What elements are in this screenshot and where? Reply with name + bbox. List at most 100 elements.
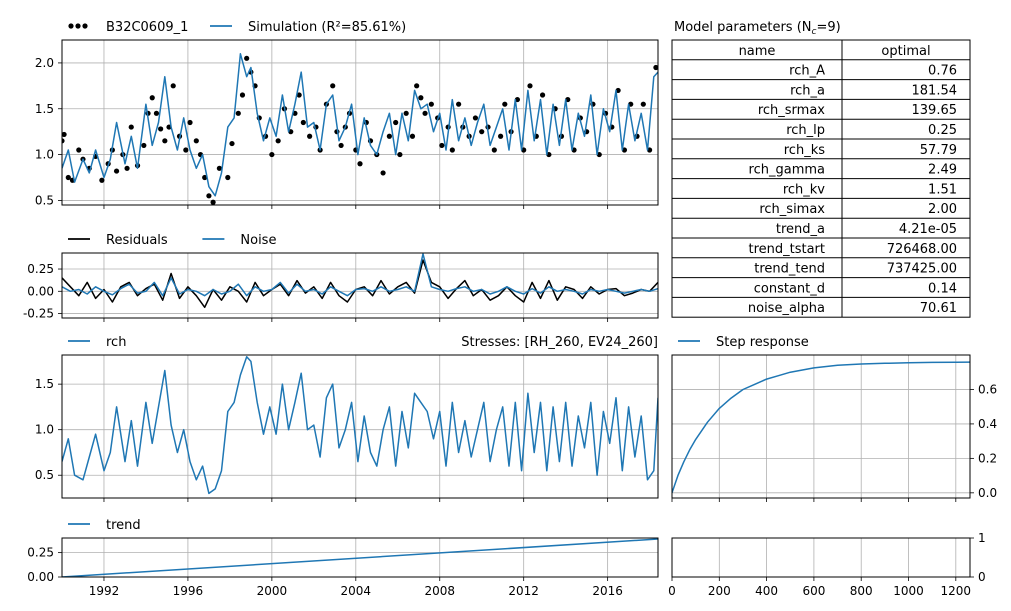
legend-marker <box>75 23 81 29</box>
trend-panel: 0.00 0.25 1992 1996 2000 2004 2008 2012 2016 tren… <box>27 518 659 598</box>
data-point <box>275 138 281 144</box>
data-point <box>216 165 222 171</box>
series-line-0 <box>672 361 970 494</box>
data-point <box>449 147 455 153</box>
y-tick-label: 0.0 <box>978 486 997 500</box>
data-point <box>403 110 409 116</box>
y-tick-label: 2.0 <box>35 56 54 70</box>
data-point <box>539 92 546 98</box>
y-tick-label: 0.25 <box>27 546 54 560</box>
data-point <box>380 170 386 176</box>
table-cell-name: constant_d <box>754 281 825 296</box>
rch-contribution-panel: 0.5 1.0 1.5 rch Stresses: [RH_260, EV24_260] <box>35 335 659 502</box>
y-tick-label: 1.0 <box>35 423 54 437</box>
table-cell-name: trend_tend <box>754 262 825 277</box>
series-group <box>672 361 970 494</box>
y-tick-label: 0.4 <box>978 417 997 431</box>
stresses-annotation: Stresses: [RH_260, EV24_260] <box>461 335 658 350</box>
data-point <box>472 115 479 121</box>
legend-label: trend <box>106 518 141 533</box>
table-cell-value: 2.49 <box>928 163 957 178</box>
table-cell-name: rch_kv <box>783 182 825 197</box>
data-point <box>418 95 424 101</box>
step-response-panel: 0.0 0.2 0.4 0.6 Step response <box>671 335 997 502</box>
table-cell-name: rch_simax <box>759 202 825 217</box>
data-point <box>235 110 241 116</box>
table-header-optimal: optimal <box>881 44 930 59</box>
series-line-1 <box>62 253 658 297</box>
series-line-0 <box>62 259 658 309</box>
table-cell-name: rch_a <box>790 83 825 98</box>
y-tick-label: 0.5 <box>35 468 54 482</box>
axes-frame <box>671 354 971 499</box>
data-point <box>386 133 392 139</box>
legend-label: Residuals <box>106 233 168 248</box>
table-title: Model parameters (Nc=9) <box>674 20 841 37</box>
axes-frame <box>671 537 971 578</box>
data-point <box>239 92 246 98</box>
axes-frame <box>61 252 659 319</box>
data-point <box>307 133 313 139</box>
data-point <box>62 131 67 138</box>
data-point <box>170 83 176 89</box>
x-tick-label: 0 <box>668 584 676 598</box>
data-point <box>149 95 155 101</box>
data-point <box>498 133 504 139</box>
table-cell-value: 726468.00 <box>887 242 957 257</box>
series-group <box>62 356 658 495</box>
x-tick-label: 2008 <box>424 584 455 598</box>
x-tick-label: 200 <box>708 584 731 598</box>
series-line-0 <box>62 538 658 577</box>
data-point <box>393 119 399 126</box>
x-tick-label: 2000 <box>257 584 288 598</box>
legend-marker <box>82 23 88 29</box>
data-point <box>422 110 428 116</box>
axes-frame <box>61 39 659 206</box>
data-point <box>62 138 65 144</box>
y-tick-label: 0.6 <box>978 382 997 396</box>
table-title-tail: =9) <box>816 20 840 35</box>
x-tick-label: 2016 <box>592 584 623 598</box>
data-point <box>244 55 250 61</box>
table-cell-name: trend_tstart <box>748 242 825 257</box>
data-point <box>210 199 216 205</box>
y-tick-label: 1.5 <box>35 377 54 391</box>
y-tick-label: 0.00 <box>27 570 54 584</box>
y-tick-label: 1.5 <box>35 102 54 116</box>
data-point <box>502 101 508 107</box>
data-point <box>640 101 646 107</box>
data-point <box>338 142 344 149</box>
table-cell-value: 0.25 <box>928 123 957 138</box>
data-point <box>113 168 120 174</box>
series-group <box>62 538 658 577</box>
data-point <box>187 119 193 126</box>
y-tick-label: 0.5 <box>35 193 54 207</box>
legend-label: Simulation (R²=85.61%) <box>248 20 406 35</box>
table-title-sub: c <box>812 27 817 37</box>
data-point <box>653 64 658 71</box>
data-point <box>527 83 533 89</box>
data-point <box>99 177 105 183</box>
table-cell-name: noise_alpha <box>748 301 825 316</box>
data-point <box>300 119 306 126</box>
table-cell-value: 1.51 <box>928 182 957 197</box>
observations-simulation-panel: 0.5 1.0 1.5 2.0 B32C0609_1 Simulation (R²=85.… <box>35 20 659 209</box>
table-cell-value: 4.21e-05 <box>899 222 957 237</box>
y-tick-label: 0.2 <box>978 451 997 465</box>
empty-bottom-right-panel: 0 1 0 200 400 600 800 1000 1200 <box>668 531 985 598</box>
x-tick-label: 800 <box>850 584 873 598</box>
x-tick-label: 2012 <box>508 584 539 598</box>
table-cell-value: 737425.00 <box>887 262 957 277</box>
data-point <box>229 140 235 147</box>
y-tick-label: 1 <box>978 531 986 545</box>
data-point <box>491 147 497 153</box>
x-tick-label: 2004 <box>341 584 372 598</box>
data-point <box>76 147 82 153</box>
table-cell-name: rch_lp <box>786 123 825 138</box>
data-point <box>409 133 416 139</box>
table-cell-value: 57.79 <box>920 143 957 158</box>
legend-label: B32C0609_1 <box>106 20 188 35</box>
table-cell-value: 139.65 <box>912 103 958 118</box>
table-cell-value: 0.14 <box>928 281 957 296</box>
